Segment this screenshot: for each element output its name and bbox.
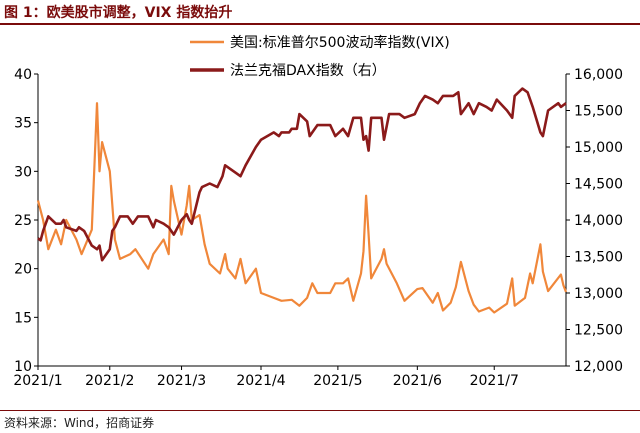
vix-series-line: [36, 102, 568, 314]
y-right-tick-label: 13,000: [574, 286, 623, 302]
chart-area: 10 15 20 25 30 35 40 12,000 12,500 13,000 13,500 14…: [13, 34, 623, 389]
y-left-tick-label: 40: [14, 67, 32, 83]
legend-label-vix: 美国:标准普尔500波动率指数(VIX): [230, 34, 450, 51]
y-left-tick-label: 35: [14, 116, 32, 132]
chart-series-layer: [36, 87, 568, 314]
y-left-tick-label: 25: [14, 213, 32, 229]
figure-title: 图 1：欧美股市调整，VIX 指数抬升: [4, 5, 233, 21]
x-tick-label: 2021/2: [85, 373, 134, 389]
legend-label-dax: 法兰克福DAX指数（右）: [230, 63, 386, 79]
y-right-tick-label: 14,000: [574, 213, 623, 229]
chart-legend: 美国:标准普尔500波动率指数(VIX) 法兰克福DAX指数（右）: [190, 34, 450, 79]
y-right-tick-label: 12,000: [574, 359, 623, 375]
x-tick-label: 2021/7: [470, 373, 519, 389]
x-tick-label: 2021/6: [393, 373, 442, 389]
y-right-tick-label: 12,500: [574, 323, 623, 339]
y-right-tick-label: 13,500: [574, 250, 623, 266]
y-right-tick-label: 15,500: [574, 104, 623, 120]
chart-axes: 10 15 20 25 30 35 40 12,000 12,500 13,000 13,500 14…: [13, 67, 623, 389]
title-rule: [0, 23, 640, 25]
y-left-tick-label: 15: [14, 310, 32, 326]
source-note: 资料来源：Wind，招商证券: [4, 416, 155, 430]
y-left-tick-label: 10: [14, 359, 32, 375]
x-tick-label: 2021/3: [157, 373, 206, 389]
y-right-tick-label: 16,000: [574, 67, 623, 83]
dax-series-line: [37, 87, 567, 262]
x-tick-label: 2021/4: [236, 373, 285, 389]
x-tick-label: 2021/1: [13, 373, 62, 389]
footer-rule: [0, 410, 640, 411]
y-left-tick-label: 20: [14, 262, 32, 278]
y-right-tick-label: 14,500: [574, 177, 623, 193]
y-right-tick-label: 15,000: [574, 140, 623, 156]
x-tick-label: 2021/5: [313, 373, 362, 389]
y-left-tick-label: 30: [14, 164, 32, 180]
